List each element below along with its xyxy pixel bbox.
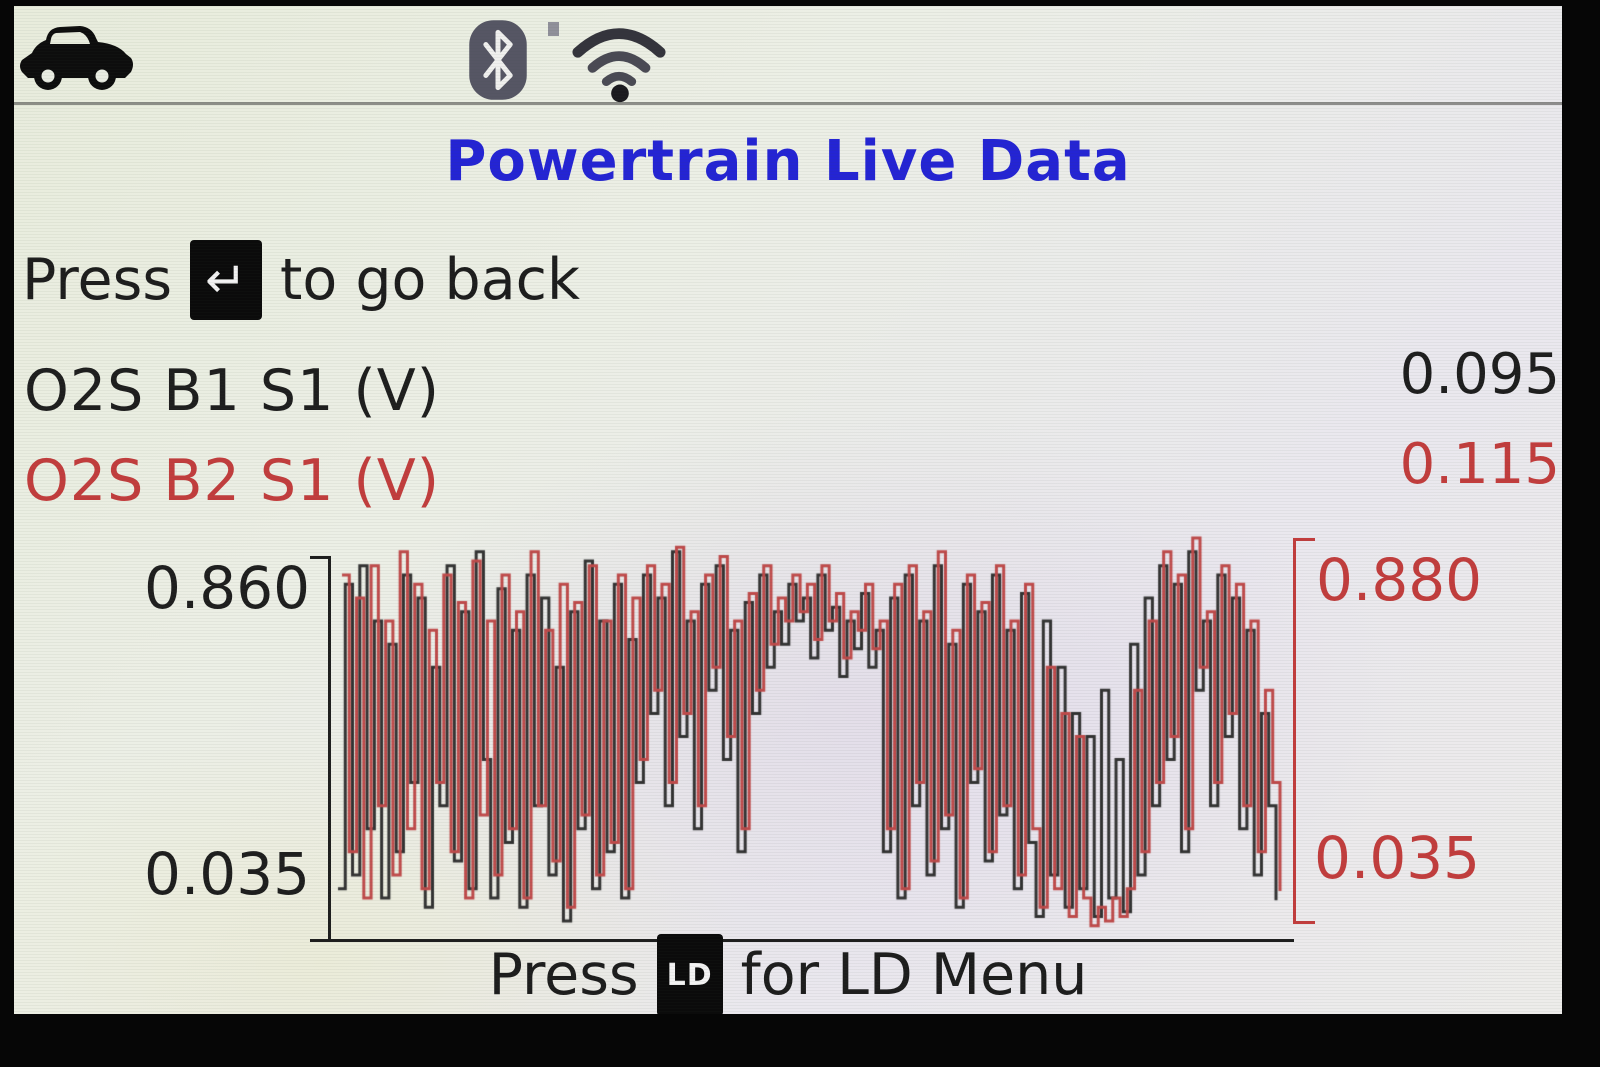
ld-menu-instruction: Press LD for LD Menu xyxy=(14,934,1562,1014)
bluetooth-status-dot xyxy=(548,22,559,36)
left-y-axis-bottom-tick xyxy=(310,939,329,942)
ld-key-icon[interactable]: LD xyxy=(656,934,723,1014)
param-value-o2s-b2s1: 0.115 xyxy=(1399,432,1560,497)
scan-tool-screen: Powertrain Live Data Press ↵ to go back … xyxy=(14,6,1562,1014)
param-label-o2s-b1s1: O2S B1 S1 (V) xyxy=(24,358,440,424)
right-y-axis xyxy=(1293,538,1296,924)
enter-key-symbol: ↵ xyxy=(205,251,247,309)
left-y-axis-top-tick xyxy=(310,556,329,559)
right-axis-max-label: 0.880 xyxy=(1316,546,1483,614)
param-label-o2s-b2s1: O2S B2 S1 (V) xyxy=(24,448,440,514)
bluetooth-icon xyxy=(469,20,527,100)
page-title: Powertrain Live Data xyxy=(445,129,1131,194)
right-y-axis-bottom-tick xyxy=(1293,921,1315,924)
left-y-axis xyxy=(328,556,331,942)
left-axis-min-label: 0.035 xyxy=(143,840,310,908)
right-axis-min-label: 0.035 xyxy=(1314,824,1481,892)
vehicle-icon xyxy=(20,26,133,90)
statusbar-divider xyxy=(14,102,1562,105)
ld-key-label: LD xyxy=(666,957,713,993)
enter-key-icon[interactable]: ↵ xyxy=(190,240,263,320)
back-instruction-prefix: Press xyxy=(22,247,173,313)
back-instruction-suffix: to go back xyxy=(280,247,580,313)
back-instruction: Press ↵ to go back xyxy=(22,240,580,320)
param-value-o2s-b1s1: 0.095 xyxy=(1399,342,1560,407)
wifi-icon xyxy=(572,28,666,103)
right-y-axis-top-tick xyxy=(1293,538,1315,541)
ld-menu-prefix: Press xyxy=(488,942,639,1008)
live-data-chart xyxy=(334,530,1290,934)
x-axis xyxy=(328,939,1294,942)
left-axis-max-label: 0.860 xyxy=(143,554,310,622)
ld-menu-suffix: for LD Menu xyxy=(740,942,1088,1008)
